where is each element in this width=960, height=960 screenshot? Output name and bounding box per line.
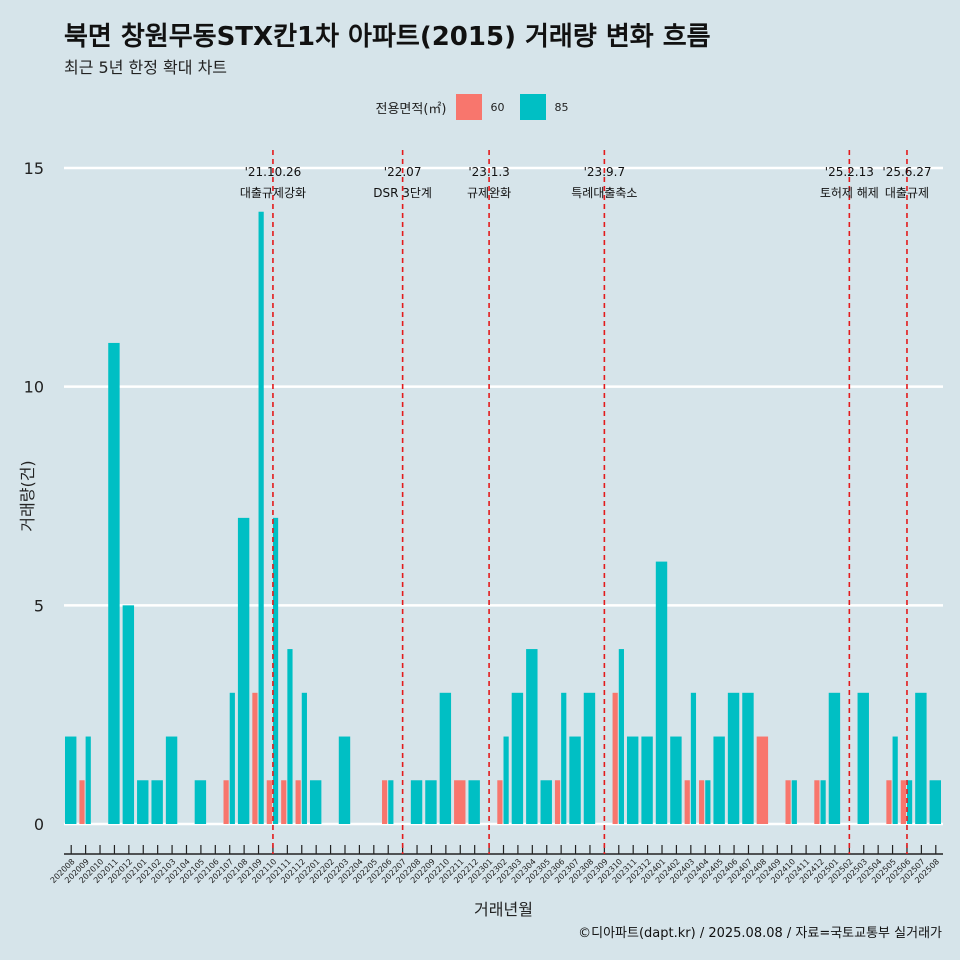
legend: 전용면적(㎡) 60 85 [0, 92, 960, 122]
bar-85 [915, 692, 927, 824]
bar-85 [618, 649, 624, 824]
bar-60 [886, 780, 892, 824]
bar-85 [425, 780, 437, 824]
bar-85 [906, 780, 913, 824]
bar-60 [382, 780, 388, 824]
bar-85 [727, 692, 740, 824]
bar-85 [929, 780, 941, 824]
bar-60 [295, 780, 301, 824]
bar-85 [705, 780, 711, 824]
bar-85 [309, 780, 322, 824]
bar-85 [388, 780, 394, 824]
source-caption: ©디아파트(dapt.kr) / 2025.08.08 / 자료=국토교통부 실… [578, 926, 942, 941]
bar-85 [85, 736, 91, 824]
bar-60 [223, 780, 229, 824]
bar-85 [713, 736, 725, 824]
legend-swatch-60 [456, 94, 483, 120]
legend-title: 전용면적(㎡) [375, 101, 447, 117]
bar-85 [122, 605, 135, 824]
page-title: 북면 창원무동STX칸1차 아파트(2015) 거래량 변화 흐름 [64, 22, 711, 52]
bar-85 [165, 736, 178, 824]
bar-85 [561, 692, 567, 824]
event-date: '25.2.13 [825, 165, 874, 179]
event-label: 특례대출축소 [571, 186, 637, 200]
bar-60 [497, 780, 503, 824]
bar-60 [554, 780, 561, 824]
bar-60 [79, 780, 85, 824]
bar-85 [439, 692, 452, 824]
event-label: 규제완화 [467, 186, 511, 200]
bar-85 [655, 561, 668, 824]
event-date: '22.07 [384, 165, 422, 179]
bar-85 [503, 736, 509, 824]
bar-85 [857, 692, 869, 824]
bar-85 [526, 649, 538, 824]
event-date: '23.9.7 [584, 165, 625, 179]
bar-60 [756, 736, 769, 824]
y-tick-label: 15 [24, 159, 44, 178]
bar-85 [137, 780, 149, 824]
bar-85 [641, 736, 653, 824]
bar-85 [194, 780, 207, 824]
event-label: 대출규제강화 [240, 186, 306, 200]
bar-85 [287, 649, 293, 824]
bar-85 [410, 780, 423, 824]
bar-60 [785, 780, 791, 824]
bar-60 [814, 780, 820, 824]
y-tick-label: 10 [24, 378, 44, 397]
bar-60 [684, 780, 690, 824]
bar-85 [583, 692, 596, 824]
bar-85 [272, 517, 279, 824]
bar-85 [301, 692, 307, 824]
event-label: 토허제 해제 [820, 186, 879, 200]
legend-swatch-85 [520, 94, 547, 120]
bar-85 [229, 692, 235, 824]
y-tick-label: 5 [34, 596, 44, 615]
bar-85 [151, 780, 163, 824]
bar-85 [690, 692, 697, 824]
bar-85 [237, 517, 250, 824]
bar-60 [252, 692, 258, 824]
event-label: 대출규제 [885, 186, 929, 200]
bar-85 [892, 736, 898, 824]
bar-60 [266, 780, 272, 824]
y-tick-label: 0 [34, 815, 44, 834]
bar-85 [65, 736, 77, 824]
bar-85 [338, 736, 351, 824]
y-axis-title: 거래량(건) [18, 460, 37, 531]
event-date: '23.1.3 [468, 165, 509, 179]
bar-85 [108, 342, 120, 824]
bar-85 [820, 780, 826, 824]
bar-85 [569, 736, 581, 824]
bar-85 [626, 736, 639, 824]
bar-60 [699, 780, 705, 824]
bar-85 [511, 692, 524, 824]
event-label: DSR 3단계 [373, 186, 432, 200]
bar-85 [468, 780, 480, 824]
bar-85 [791, 780, 797, 824]
legend-label-60: 60 [490, 100, 505, 114]
bar-85 [828, 692, 841, 824]
event-date: '21.10.26 [245, 165, 302, 179]
bar-85 [670, 736, 682, 824]
bar-60 [281, 780, 287, 824]
x-axis-title: 거래년월 [474, 900, 533, 919]
bar-85 [540, 780, 552, 824]
bar-60 [900, 780, 906, 824]
bar-60 [454, 780, 466, 824]
bar-60 [612, 692, 618, 824]
legend-label-85: 85 [554, 100, 569, 114]
bar-85 [742, 692, 754, 824]
event-date: '25.6.27 [882, 165, 931, 179]
page-subtitle: 최근 5년 한정 확대 차트 [64, 58, 228, 77]
bar-85 [258, 211, 264, 824]
